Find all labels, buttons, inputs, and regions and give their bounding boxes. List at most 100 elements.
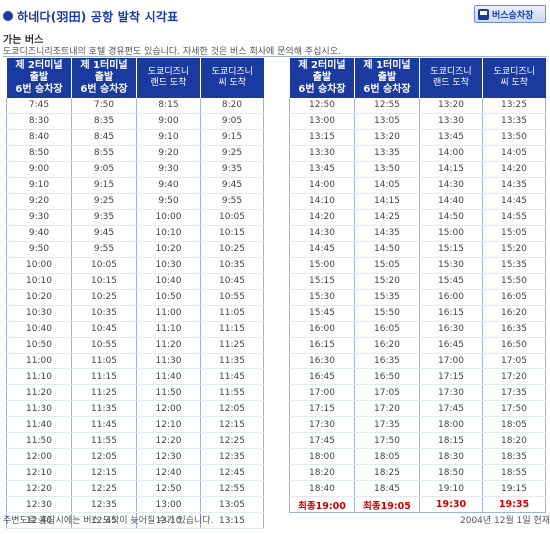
time-cell: 16:20 xyxy=(354,337,420,354)
time-cell: 17:15 xyxy=(419,368,483,386)
time-cell: 11:55 xyxy=(71,432,137,450)
table-row: 17:45 17:50 18:15 18:20 xyxy=(289,432,546,450)
time-cell: 17:35 xyxy=(482,384,546,402)
table-row: 10:40 10:45 11:10 11:15 xyxy=(6,321,264,338)
table-row: 14:20 14:25 14:50 14:55 xyxy=(289,209,546,226)
time-cell: 16:45 xyxy=(419,337,483,354)
table-row: 12:30 12:35 13:00 13:05 xyxy=(6,496,264,514)
time-cell: 14:20 xyxy=(482,161,546,178)
time-cell: 18:20 xyxy=(482,432,546,450)
time-cell: 10:10 xyxy=(6,273,72,290)
time-cell: 13:00 xyxy=(289,113,355,130)
table-row: 14:45 14:50 15:15 15:20 xyxy=(289,241,546,258)
time-cell: 18:55 xyxy=(482,464,546,482)
time-cell: 18:40 xyxy=(289,480,355,498)
time-cell: 14:30 xyxy=(419,177,483,194)
header-terminal1: 제 1터미널 출발 6번 승차장 xyxy=(354,58,420,98)
time-cell: 13:50 xyxy=(354,161,420,178)
time-cell: 19:30 xyxy=(419,496,483,514)
time-cell: 8:35 xyxy=(71,113,137,130)
time-cell: 9:15 xyxy=(71,177,137,194)
time-cell: 13:20 xyxy=(419,98,483,114)
time-cell: 18:35 xyxy=(482,448,546,466)
time-cell: 13:25 xyxy=(482,98,546,114)
footer-date: 2004년 12월 1일 현재 xyxy=(460,516,550,526)
table-row: 9:20 9:25 9:50 9:55 xyxy=(6,193,264,210)
time-cell: 17:50 xyxy=(482,400,546,418)
time-cell: 16:20 xyxy=(482,305,546,322)
time-cell: 10:20 xyxy=(6,289,72,306)
time-cell: 17:20 xyxy=(482,368,546,386)
table-row: 15:30 15:35 16:00 16:05 xyxy=(289,289,546,306)
header-terminal2: 제 2터미널 출발 6번 승차장 xyxy=(6,58,72,98)
time-cell: 13:35 xyxy=(482,113,546,130)
time-cell: 9:10 xyxy=(6,177,72,194)
time-cell: 10:35 xyxy=(71,305,137,322)
time-cell: 15:05 xyxy=(482,225,546,242)
time-cell: 16:15 xyxy=(419,305,483,322)
time-cell: 9:00 xyxy=(136,113,201,130)
time-cell: 11:55 xyxy=(200,384,264,402)
time-cell: 11:30 xyxy=(136,353,201,370)
time-cell: 12:30 xyxy=(6,496,72,514)
time-cell: 12:15 xyxy=(71,464,137,482)
time-cell: 10:15 xyxy=(71,273,137,290)
time-cell: 8:55 xyxy=(71,145,137,162)
time-cell: 15:00 xyxy=(289,257,355,274)
table-row: 14:30 14:35 15:00 15:05 xyxy=(289,225,546,242)
section-title: 가는 버스 xyxy=(3,35,44,46)
time-cell: 14:30 xyxy=(289,225,355,242)
time-cell: 11:10 xyxy=(6,368,72,386)
table-row: 9:50 9:55 10:20 10:25 xyxy=(6,241,264,258)
time-cell: 14:15 xyxy=(354,193,420,210)
time-cell: 10:40 xyxy=(6,321,72,338)
time-cell: 17:05 xyxy=(354,384,420,402)
time-cell: 8:40 xyxy=(6,129,72,146)
time-cell: 13:30 xyxy=(419,113,483,130)
table-row: 12:20 12:25 12:50 12:55 xyxy=(6,480,264,498)
time-cell: 8:20 xyxy=(200,98,264,114)
time-cell: 17:15 xyxy=(289,400,355,418)
table-row: 8:30 8:35 9:00 9:05 xyxy=(6,113,264,130)
time-cell: 10:20 xyxy=(136,241,201,258)
time-cell: 16:00 xyxy=(419,289,483,306)
time-cell: 14:05 xyxy=(482,145,546,162)
table-row: 17:30 17:35 18:00 18:05 xyxy=(289,416,546,434)
time-cell: 11:25 xyxy=(200,337,264,354)
table-row: 10:50 10:55 11:20 11:25 xyxy=(6,337,264,354)
table-row: 10:10 10:15 10:40 10:45 xyxy=(6,273,264,290)
time-cell: 12:30 xyxy=(136,448,201,466)
time-cell: 13:15 xyxy=(200,512,264,530)
time-cell: 14:40 xyxy=(419,193,483,210)
table-row: 11:20 11:25 11:50 11:55 xyxy=(6,384,264,402)
bus-stop-button[interactable]: 버스승차장 xyxy=(474,5,546,23)
time-cell: 9:00 xyxy=(6,161,72,178)
time-cell: 12:45 xyxy=(71,512,137,530)
time-cell: 13:20 xyxy=(354,129,420,146)
time-cell: 9:30 xyxy=(136,161,201,178)
timetable-left: 제 2터미널 출발 6번 승차장 제 1터미널 출발 6번 승차장 도쿄디즈니 랜드 도착… xyxy=(6,58,264,530)
time-cell: 7:45 xyxy=(6,98,72,114)
time-cell: 16:15 xyxy=(289,337,355,354)
table-row: 9:00 9:05 9:30 9:35 xyxy=(6,161,264,178)
time-cell: 10:10 xyxy=(136,225,201,242)
time-cell: 18:00 xyxy=(289,448,355,466)
time-cell: 11:40 xyxy=(6,416,72,434)
bus-stop-button-label: 버스승차장 xyxy=(492,10,534,21)
time-cell: 16:35 xyxy=(482,321,546,338)
time-cell: 9:10 xyxy=(136,129,201,146)
time-cell: 10:00 xyxy=(136,209,201,226)
table-row: 17:00 17:05 17:30 17:35 xyxy=(289,384,546,402)
time-cell: 10:55 xyxy=(71,337,137,354)
time-cell: 16:30 xyxy=(289,353,355,370)
time-cell: 14:20 xyxy=(289,209,355,226)
time-cell: 9:05 xyxy=(200,113,264,130)
table-row: 18:00 18:05 18:30 18:35 xyxy=(289,448,546,466)
time-cell: 최종19:05 xyxy=(354,496,420,514)
time-cell: 15:50 xyxy=(482,273,546,290)
time-cell: 12:25 xyxy=(71,480,137,498)
time-cell: 13:10 xyxy=(136,512,201,530)
table-row: 15:15 15:20 15:45 15:50 xyxy=(289,273,546,290)
table-row: 11:10 11:15 11:40 11:45 xyxy=(6,368,264,386)
time-cell: 11:05 xyxy=(71,353,137,370)
